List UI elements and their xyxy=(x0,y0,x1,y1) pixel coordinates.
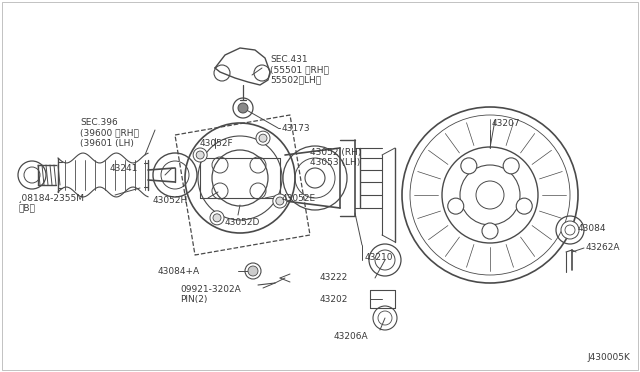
Text: J430005K: J430005K xyxy=(587,353,630,362)
Text: 43052D: 43052D xyxy=(225,218,260,227)
Text: SEC.431
(55501 〈RH〉
55502〈LH〉: SEC.431 (55501 〈RH〉 55502〈LH〉 xyxy=(270,55,329,85)
Circle shape xyxy=(196,151,204,159)
Circle shape xyxy=(256,131,270,145)
Text: 43084: 43084 xyxy=(578,224,607,232)
Circle shape xyxy=(503,158,519,174)
Text: 09921-3202A
PIN(2): 09921-3202A PIN(2) xyxy=(180,285,241,304)
Text: 43052E: 43052E xyxy=(282,193,316,202)
Text: 43202: 43202 xyxy=(319,295,348,304)
Text: 43206A: 43206A xyxy=(333,332,368,341)
Circle shape xyxy=(259,134,267,142)
Circle shape xyxy=(482,223,498,239)
Circle shape xyxy=(193,148,207,162)
Text: 43052F: 43052F xyxy=(200,139,234,148)
Text: 43222: 43222 xyxy=(320,273,348,282)
Text: 43262A: 43262A xyxy=(586,244,621,253)
Circle shape xyxy=(248,266,258,276)
Circle shape xyxy=(516,198,532,214)
Text: SEC.396
(39600 〈RH〉
(39601 (LH): SEC.396 (39600 〈RH〉 (39601 (LH) xyxy=(80,118,139,148)
Text: 43052H: 43052H xyxy=(153,196,188,205)
Text: ¸08184-2355M
〈B〉: ¸08184-2355M 〈B〉 xyxy=(18,193,85,212)
Circle shape xyxy=(448,198,464,214)
Text: 43210: 43210 xyxy=(365,253,394,263)
Circle shape xyxy=(561,221,579,239)
Text: 43173: 43173 xyxy=(282,124,310,132)
Text: 43241: 43241 xyxy=(109,164,138,173)
Circle shape xyxy=(238,103,248,113)
Circle shape xyxy=(276,197,284,205)
Text: 43207: 43207 xyxy=(492,119,520,128)
Circle shape xyxy=(210,211,224,225)
Text: 43084+A: 43084+A xyxy=(158,266,200,276)
Text: 43052 (RH)
43053 (LH): 43052 (RH) 43053 (LH) xyxy=(310,148,362,167)
Circle shape xyxy=(213,214,221,222)
Circle shape xyxy=(273,194,287,208)
Circle shape xyxy=(461,158,477,174)
